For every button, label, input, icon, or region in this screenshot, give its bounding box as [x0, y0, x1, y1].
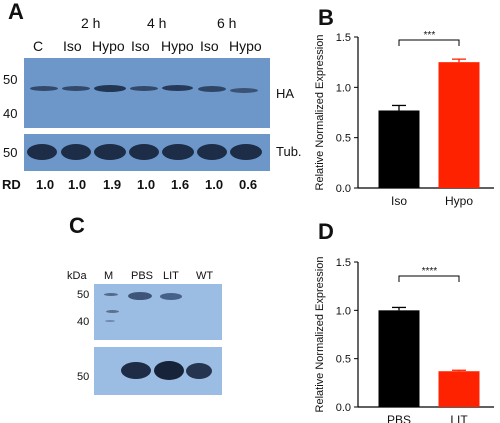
band-c-lit — [160, 293, 182, 300]
chart-d-sig-bracket — [398, 275, 460, 282]
panel-d-label: D — [318, 219, 334, 244]
chart-b-xtick-label-iso: Iso — [391, 194, 407, 208]
chart-d-bar-lit — [438, 371, 480, 407]
rd-value-1: 1.0 — [36, 177, 55, 192]
panel-a-label: A — [8, 0, 24, 24]
tubulin-label: Tub. — [276, 144, 302, 159]
rd-value-2: 1.0 — [68, 177, 87, 192]
band-ha-iso-6h — [198, 86, 226, 92]
mw-40-top: 40 — [3, 106, 18, 121]
band-tub-5 — [162, 144, 194, 160]
band-c-pbs — [128, 292, 152, 300]
chart-d-xtick-label-pbs: PBS — [387, 413, 411, 423]
blot-c-bottom — [94, 347, 222, 395]
chart-b-ytick-label-1: 0.5 — [336, 133, 351, 145]
band-ha-iso-4h — [130, 86, 158, 91]
chart-d-xtick-label-lit: LIT — [450, 413, 468, 423]
band-c-bottom-lit — [154, 361, 184, 380]
band-ha-c — [30, 86, 58, 91]
timepoint-2h: 2 h — [81, 15, 101, 31]
band-ha-hypo-6h — [230, 88, 258, 93]
lane-label-iso-4h: Iso — [131, 38, 150, 54]
lane-label-hypo-4h: Hypo — [161, 38, 194, 54]
band-tub-1 — [27, 144, 57, 160]
chart-d-ytick-label-3: 1.5 — [336, 257, 351, 269]
panel-c-label: C — [69, 213, 85, 238]
lane-label-wt: WT — [196, 270, 214, 282]
mw-50-bottom: 50 — [3, 145, 18, 160]
chart-b-sig-label: *** — [423, 30, 436, 41]
panel-b-label: B — [318, 5, 334, 30]
timepoint-4h: 4 h — [147, 15, 167, 31]
mw-50-c: 50 — [77, 289, 90, 301]
chart-d-ylabel: Relative Normalized Expression — [314, 257, 326, 413]
band-tub-4 — [129, 144, 159, 160]
chart-d-ytick-label-1: 0.5 — [336, 354, 351, 366]
band-ha-iso-2h — [62, 86, 90, 91]
ha-label: HA — [276, 86, 295, 101]
chart-b-ytick-label-2: 1.0 — [336, 82, 351, 94]
rd-value-3: 1.9 — [103, 177, 122, 192]
chart-d-ytick-label-2: 1.0 — [336, 305, 351, 317]
rd-value-7: 0.6 — [239, 177, 258, 192]
band-c-bottom-wt — [186, 363, 212, 379]
lane-label-hypo-2h: Hypo — [92, 38, 125, 54]
lane-label-hypo-6h: Hypo — [229, 38, 262, 54]
lane-label-lit: LIT — [163, 270, 179, 282]
timepoint-6h: 6 h — [217, 15, 237, 31]
band-tub-3 — [94, 144, 126, 160]
band-tub-6 — [197, 144, 227, 160]
marker-band-2 — [106, 310, 119, 313]
band-ha-hypo-2h — [94, 85, 126, 92]
kda-label: kDa — [67, 270, 87, 282]
marker-band-1 — [104, 293, 118, 296]
chart-b-bar-iso — [378, 110, 420, 188]
band-tub-7 — [230, 144, 262, 160]
band-tub-2 — [61, 144, 91, 160]
lane-label-iso-2h: Iso — [63, 38, 82, 54]
blot-c-top — [94, 284, 222, 340]
chart-b-ytick-label-3: 1.5 — [336, 32, 351, 44]
mw-50-top: 50 — [3, 72, 18, 87]
blot-ha — [24, 58, 270, 128]
lane-label-c: C — [33, 38, 44, 54]
chart-b-sig-bracket — [398, 39, 460, 46]
rd-value-5: 1.6 — [171, 177, 190, 192]
chart-b-bar-hypo — [438, 62, 480, 188]
rd-label: RD — [2, 177, 21, 192]
mw-40-c: 40 — [77, 316, 90, 328]
chart-b-ytick-label-0: 0.0 — [336, 183, 351, 195]
mw-50-c-bottom: 50 — [77, 371, 90, 383]
chart-b-ylabel: Relative Normalized Expression — [314, 35, 326, 191]
band-ha-hypo-4h — [162, 85, 193, 91]
chart-b-xtick-label-hypo: Hypo — [445, 194, 473, 208]
lane-label-m: M — [104, 270, 114, 282]
chart-d-sig-label: **** — [421, 266, 438, 277]
chart-d-bar-pbs — [378, 310, 420, 407]
marker-band-3 — [105, 320, 115, 322]
lane-label-iso-6h: Iso — [200, 38, 219, 54]
blot-tubulin — [24, 134, 270, 171]
band-c-bottom-pbs — [121, 362, 151, 379]
rd-value-4: 1.0 — [137, 177, 156, 192]
chart-d-ytick-label-0: 0.0 — [336, 402, 351, 414]
rd-value-6: 1.0 — [205, 177, 224, 192]
lane-label-pbs: PBS — [131, 270, 154, 282]
